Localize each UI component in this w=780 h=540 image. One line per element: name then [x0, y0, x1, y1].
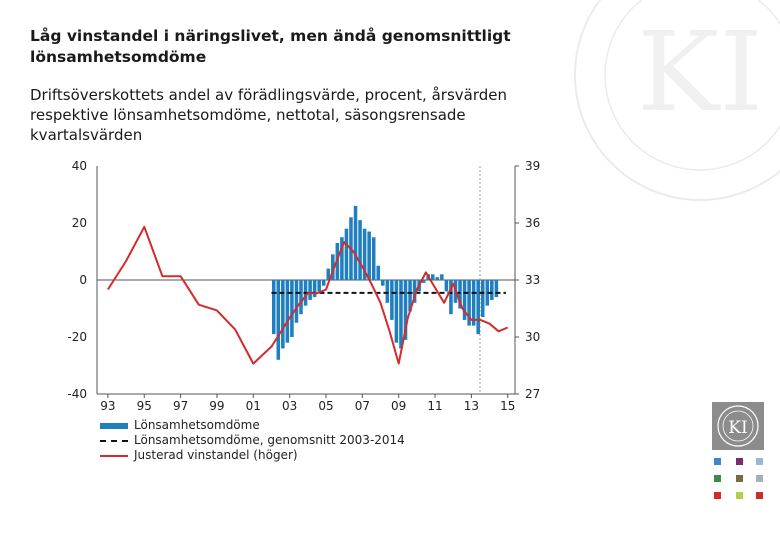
bar: [444, 280, 449, 292]
bar: [394, 280, 399, 343]
right-axis: 39 36 33 30 27: [515, 159, 540, 401]
bar: [294, 280, 299, 323]
chart-title: Låg vinstandel i näringslivet, men ändå …: [30, 27, 511, 66]
bar: [403, 280, 408, 340]
bar: [494, 280, 499, 298]
bar: [430, 274, 435, 280]
bar: [308, 280, 312, 300]
x-axis: 93 95 97 99 01 03 05 07 09 11 13 15: [100, 394, 515, 413]
bar: [467, 280, 471, 326]
bar: [353, 205, 358, 280]
bar: [449, 280, 453, 315]
bar: [381, 280, 385, 286]
x-tick-label: 11: [427, 399, 442, 413]
x-tick-label: 93: [100, 399, 115, 413]
bar: [362, 228, 367, 280]
decorative-color-squares-icon: [714, 458, 763, 499]
bar: [471, 280, 476, 326]
bar: [412, 280, 417, 303]
right-tick-label: 27: [525, 387, 540, 401]
bar: [485, 280, 490, 306]
bar: [490, 280, 494, 300]
chart-subtitle: Driftsöverskottets andel av förädlingsvä…: [30, 86, 507, 144]
watermark-initials: KI: [637, 8, 763, 136]
bar: [321, 280, 326, 286]
left-tick-label: -40: [67, 387, 87, 401]
legend-label: Lönsamhetsomdöme: [134, 418, 260, 432]
x-tick-label: 97: [173, 399, 188, 413]
bar: [276, 280, 281, 360]
line-series: [107, 225, 509, 365]
bar: [344, 228, 349, 280]
legend-item-line: Justerad vinstandel (höger): [100, 448, 405, 463]
x-tick-label: 07: [355, 399, 370, 413]
legend-swatch-line: [100, 454, 128, 457]
legend-item-bars: Lönsamhetsomdöme: [100, 418, 405, 433]
bar: [290, 280, 294, 337]
legend-swatch-bar: [100, 422, 128, 429]
bar: [317, 280, 321, 292]
x-tick-label: 95: [137, 399, 152, 413]
right-tick-label: 33: [525, 273, 540, 287]
bar: [476, 280, 480, 335]
left-tick-label: 20: [72, 216, 87, 230]
legend-label: Justerad vinstandel (höger): [134, 448, 298, 462]
bar: [480, 280, 485, 318]
bar: [299, 280, 303, 315]
justerad-vinstandel-line: [107, 225, 509, 365]
left-tick-label: 0: [79, 273, 87, 287]
x-tick-label: 13: [464, 399, 479, 413]
x-tick-label: 03: [282, 399, 297, 413]
ki-logo-icon: [712, 402, 764, 450]
bar: [435, 277, 440, 280]
bar: [312, 280, 317, 298]
bar-series: [271, 205, 499, 360]
bar: [340, 237, 344, 280]
legend-item-average: Lönsamhetsomdöme, genomsnitt 2003-2014: [100, 433, 405, 448]
bar: [367, 231, 371, 280]
bar: [408, 280, 412, 312]
bar: [331, 254, 335, 280]
left-tick-label: -20: [67, 330, 87, 344]
bar: [390, 280, 394, 320]
bar: [385, 280, 390, 303]
left-axis: 40 20 0 -20 -40: [67, 159, 87, 401]
x-tick-label: 01: [246, 399, 261, 413]
legend-swatch-dashed: [100, 439, 128, 442]
bar: [376, 265, 381, 280]
x-tick-label: 99: [209, 399, 224, 413]
watermark-seal-icon: [574, 0, 780, 201]
bar: [462, 280, 467, 320]
ki-logo-initials: KI: [728, 418, 747, 438]
x-tick-label: 05: [318, 399, 333, 413]
x-tick-label: 09: [391, 399, 406, 413]
bar: [285, 280, 290, 343]
x-tick-label: 15: [500, 399, 515, 413]
right-tick-label: 39: [525, 159, 540, 173]
bar: [399, 280, 403, 349]
legend-label: Lönsamhetsomdöme, genomsnitt 2003-2014: [134, 433, 405, 447]
bar: [281, 280, 285, 349]
left-tick-label: 40: [72, 159, 87, 173]
legend: Lönsamhetsomdöme Lönsamhetsomdöme, genom…: [100, 418, 405, 463]
bar: [358, 220, 362, 280]
bar: [271, 280, 276, 335]
bar: [371, 237, 376, 280]
right-tick-label: 30: [525, 330, 540, 344]
bar: [458, 280, 462, 309]
bar: [326, 268, 331, 280]
right-tick-label: 36: [525, 216, 540, 230]
bar: [421, 280, 426, 283]
bar: [440, 274, 444, 280]
